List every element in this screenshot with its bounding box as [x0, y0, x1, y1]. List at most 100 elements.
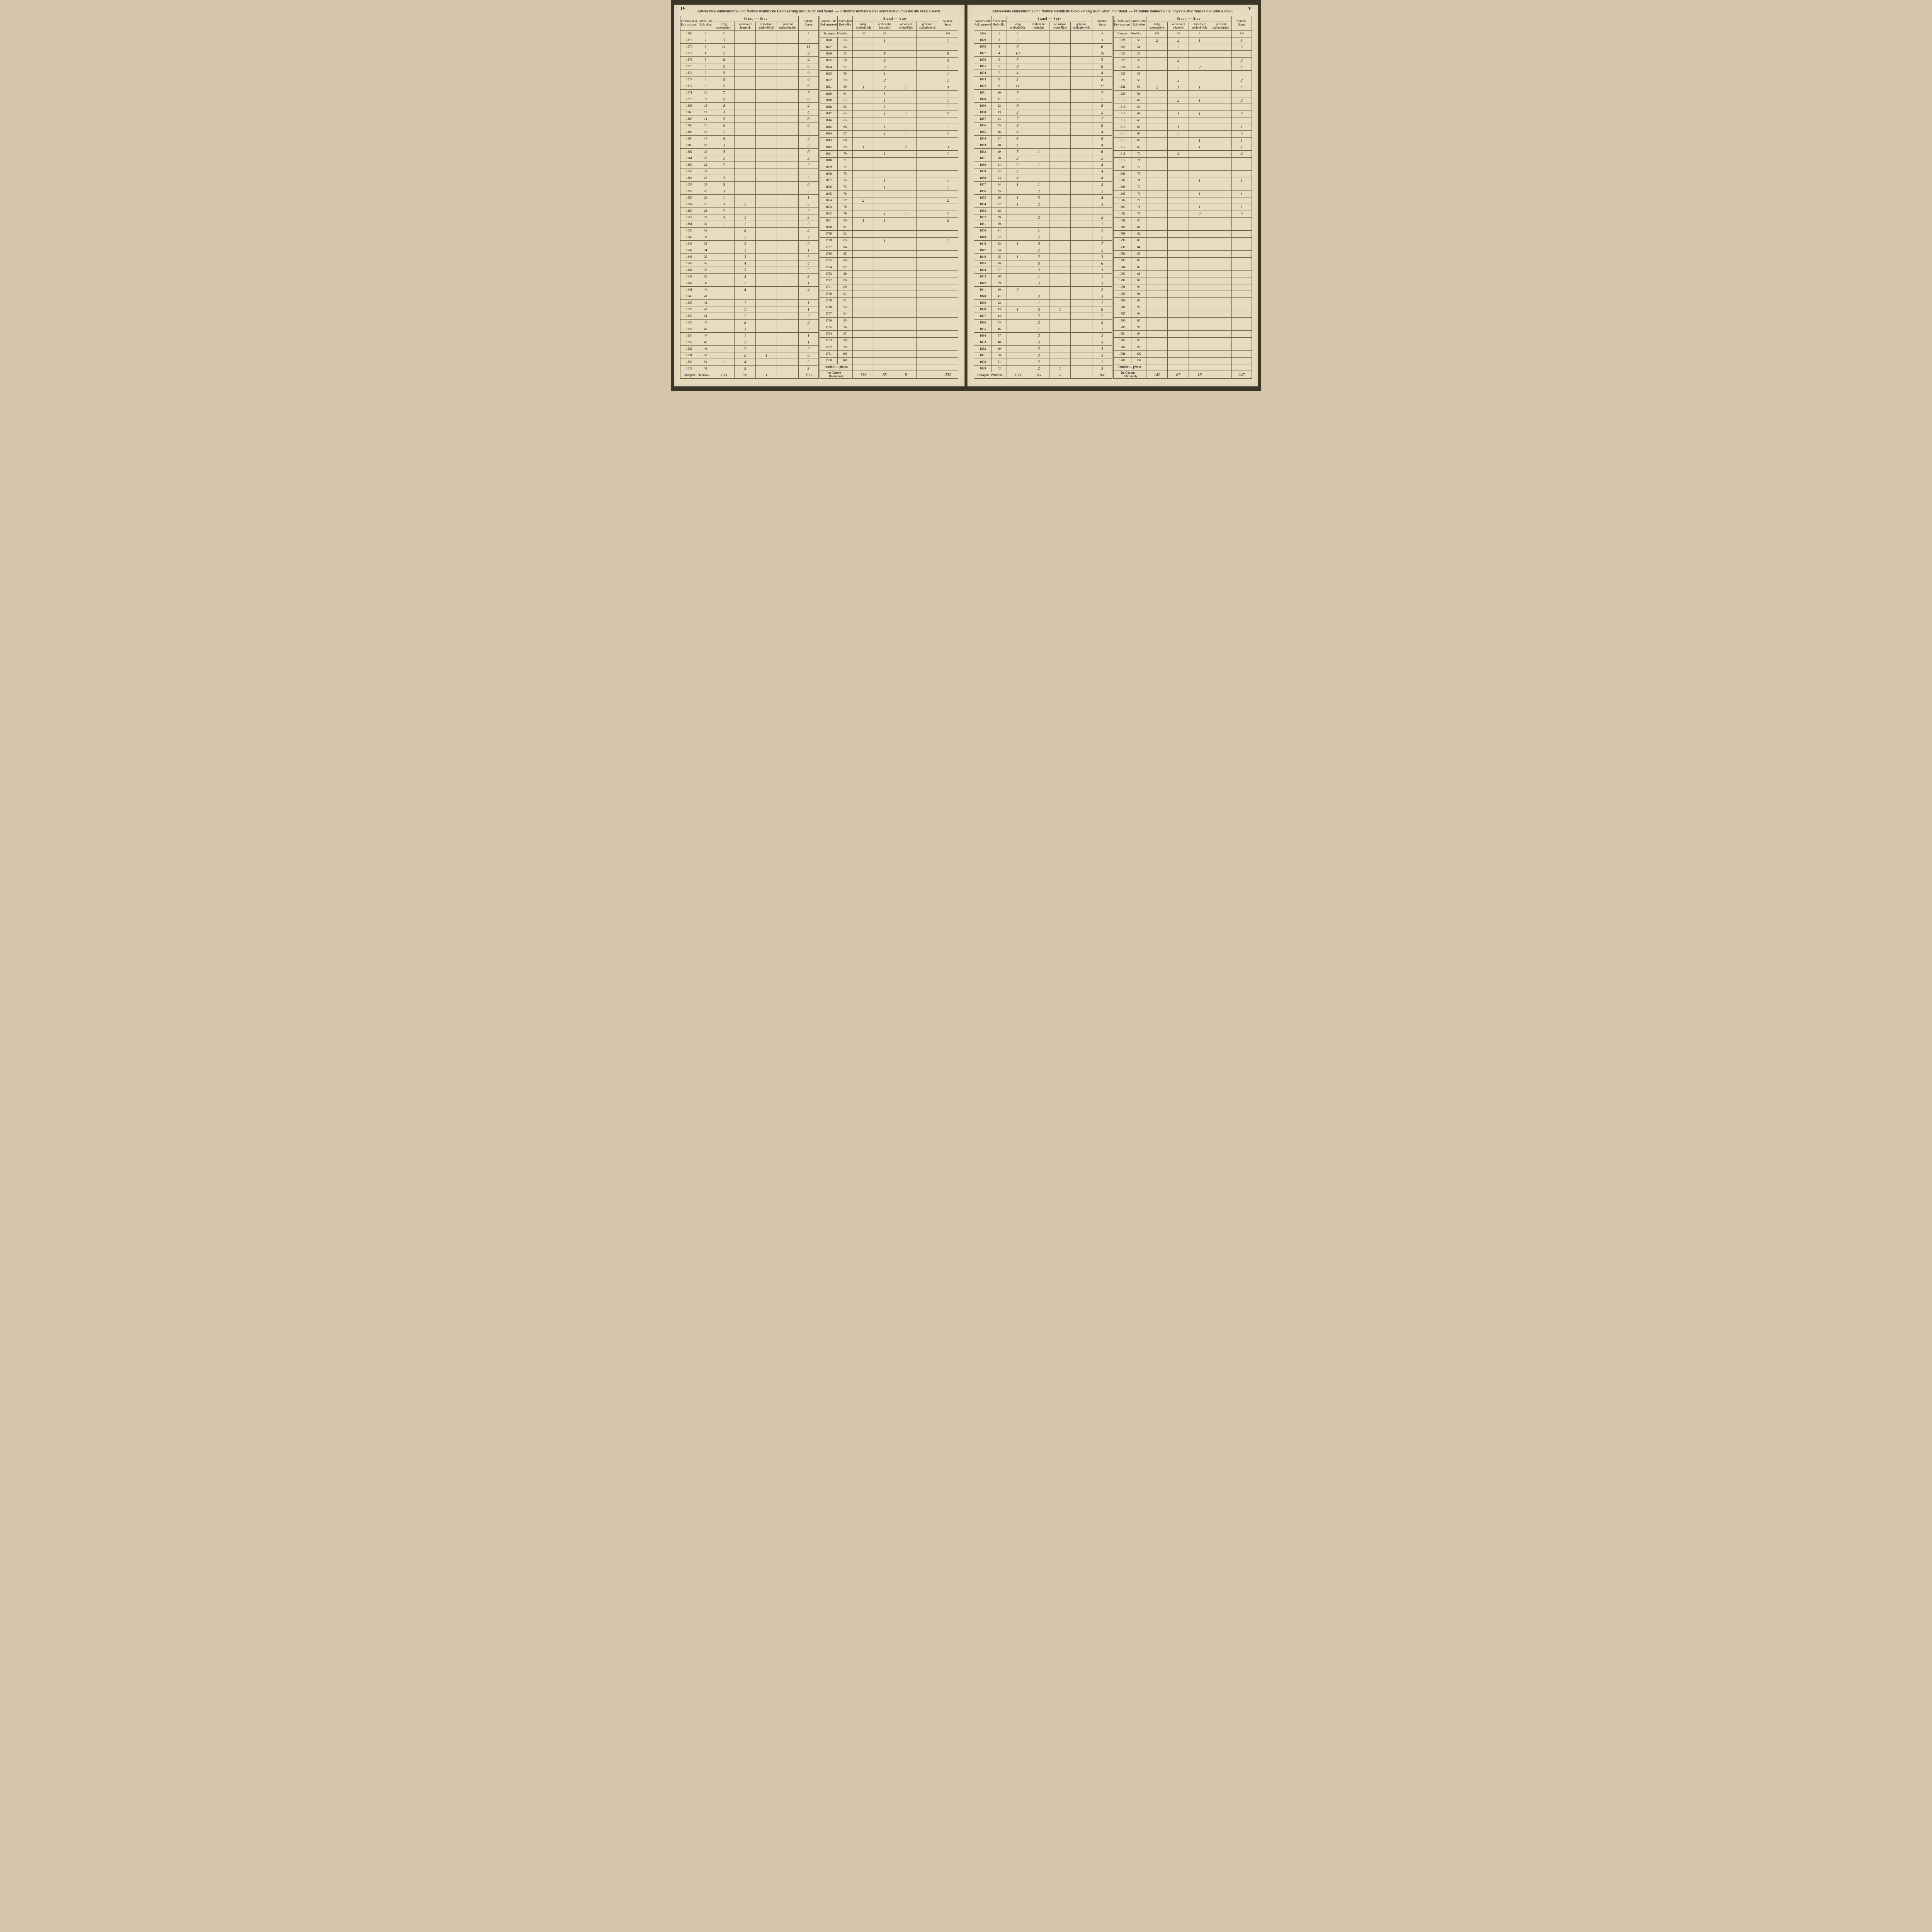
sum-cell: 1 — [1092, 274, 1112, 280]
year-cell: 1877 — [974, 50, 992, 57]
ledig-cell: 6 — [713, 63, 735, 70]
male-right-transport-top: Transport . Přenáška . 133 59 1 193 — [820, 31, 958, 37]
table-row: 179190 — [1114, 284, 1252, 291]
getr-cell — [1210, 137, 1231, 144]
year-cell: 1817 — [820, 111, 838, 117]
h-alters: Alters-Jahr — [838, 19, 852, 23]
table-row: 18126911 — [1114, 144, 1252, 151]
sum-cell: 2 — [1092, 320, 1112, 326]
age-cell: 94 — [1131, 311, 1146, 317]
sum-cell: 6 — [798, 149, 819, 155]
age-cell: 45 — [698, 320, 713, 326]
table-row: 187291111 — [974, 83, 1112, 90]
year-cell: 1846 — [680, 254, 698, 260]
age-cell: 71 — [1131, 157, 1146, 164]
verh-cell — [1168, 237, 1189, 244]
verw-cell: 1 — [1189, 97, 1210, 104]
table-row: 18572466 — [680, 182, 819, 188]
year-cell: 1829 — [974, 366, 992, 372]
sum-cell: 1 — [1231, 177, 1252, 184]
sum-cell — [938, 277, 958, 284]
ledig-cell: 4 — [1007, 129, 1028, 136]
sum-cell — [1231, 224, 1252, 231]
ledig-cell: 5 — [1007, 57, 1028, 63]
verw-cell: 1 — [1189, 111, 1210, 117]
table-row: 18394211 — [680, 300, 819, 306]
year-cell: 1854 — [680, 201, 698, 208]
age-cell: 75 — [1131, 184, 1146, 190]
verh-cell — [874, 298, 895, 304]
year-cell: 1828 — [1114, 37, 1131, 44]
verh-cell — [1168, 51, 1189, 57]
verw-cell — [895, 51, 917, 57]
getr-cell — [1210, 177, 1231, 184]
table-row: 1880166 — [974, 31, 1112, 37]
age-cell: 43 — [992, 306, 1007, 313]
ledig-cell — [853, 71, 874, 77]
sum-cell — [1231, 284, 1252, 291]
sum-cell — [938, 257, 958, 264]
year-cell: 1832 — [680, 346, 698, 352]
h-verh-f: verheiratet vdaných — [1028, 22, 1049, 31]
year-cell: 1818 — [820, 104, 838, 111]
year-cell: 1879 — [974, 37, 992, 44]
age-cell: 24 — [992, 182, 1007, 188]
table-row: 179487 — [1114, 264, 1252, 270]
sum-cell: 1 — [798, 306, 819, 313]
sum-cell: 1 — [938, 124, 958, 131]
getr-cell — [1071, 83, 1092, 90]
year-cell: 1831 — [974, 352, 992, 359]
verw-cell — [1189, 257, 1210, 264]
getr-cell — [917, 71, 938, 77]
table-row: 18433811 — [974, 274, 1112, 280]
ledig-cell — [853, 77, 874, 84]
getr-cell — [777, 96, 798, 103]
verw-cell — [756, 247, 777, 254]
year-cell: 1850 — [974, 228, 992, 234]
sum-cell: 4 — [1231, 84, 1252, 90]
verh-cell: 1 — [1028, 221, 1049, 228]
sum-cell: 3 — [1092, 339, 1112, 346]
table-row: 179982 — [1114, 231, 1252, 237]
sum-cell: 7 — [1092, 116, 1112, 122]
ledig-cell — [713, 267, 735, 274]
age-cell: 35 — [992, 254, 1007, 260]
verw-cell — [895, 251, 917, 257]
ledig-cell — [1007, 188, 1028, 195]
table-row: 18027922 — [1114, 211, 1252, 217]
verw-cell — [1049, 228, 1071, 234]
table-row: 184041 — [680, 293, 819, 300]
table-row: 182358 — [1114, 71, 1252, 77]
getr-cell — [1210, 224, 1231, 231]
getr-cell — [1071, 293, 1092, 300]
sum-cell: 5 — [798, 267, 819, 274]
h-rokveku: Rok věku — [700, 23, 712, 26]
ledig-cell — [853, 57, 874, 64]
ledig-cell — [853, 277, 874, 284]
age-cell: 58 — [1131, 71, 1146, 77]
age-cell: 79 — [1131, 211, 1146, 217]
year-cell: 1792 — [820, 277, 838, 284]
year-cell: 1809 — [820, 164, 838, 170]
table-row: 18414044 — [680, 287, 819, 293]
year-cell: 1834 — [680, 333, 698, 339]
year-cell: 1811 — [1114, 151, 1131, 157]
table-row: 18077411 — [820, 177, 958, 184]
year-cell: 1822 — [820, 77, 838, 84]
age-cell: 84 — [837, 244, 852, 250]
age-cell: 64 — [837, 111, 852, 117]
verh-cell: 2 — [735, 228, 756, 234]
verw-cell — [1049, 333, 1071, 339]
sum-cell: 1 — [1231, 137, 1252, 144]
ledig-cell — [1146, 71, 1168, 77]
verh-cell: 1 — [874, 111, 895, 117]
age-cell: 95 — [1131, 317, 1146, 324]
age-cell: 23 — [992, 175, 1007, 182]
sum-cell — [938, 337, 958, 344]
table-row: 18136811 — [1114, 137, 1252, 144]
age-cell: 6 — [698, 63, 713, 70]
getr-cell — [1071, 280, 1092, 287]
verh-cell — [874, 251, 895, 257]
ledig-cell — [853, 324, 874, 331]
verh-cell: 2 — [1028, 320, 1049, 326]
